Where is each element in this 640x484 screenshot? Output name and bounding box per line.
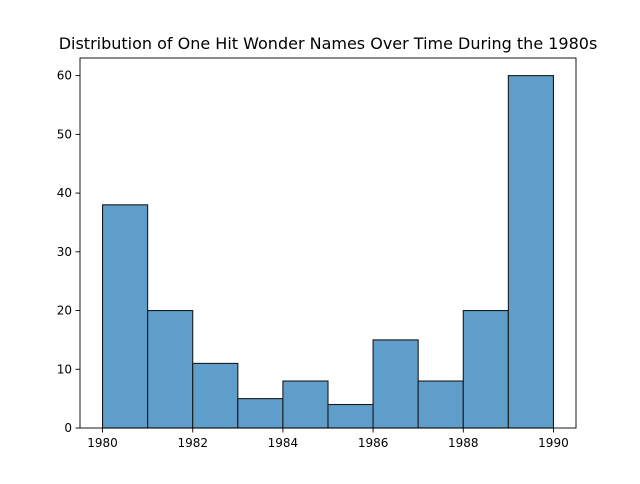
plot-frame — [79, 57, 577, 429]
histogram-bar-1985 — [327, 403, 374, 429]
y-tick-label: 50 — [57, 127, 72, 141]
histogram-bar-1981 — [147, 309, 194, 429]
y-tick-label: 30 — [57, 245, 72, 259]
histogram-bar-1983 — [237, 398, 284, 429]
x-tick-label: 1982 — [177, 436, 208, 450]
x-tick-label: 1988 — [448, 436, 479, 450]
x-tick-label: 1986 — [358, 436, 389, 450]
y-axis: 0 10 20 30 40 50 60 — [57, 69, 80, 435]
x-tick-label: 1990 — [538, 436, 569, 450]
bars-group — [101, 75, 555, 429]
histogram-bar-1980 — [101, 204, 149, 429]
y-tick-label: 60 — [57, 69, 72, 83]
histogram-bar-1988 — [462, 309, 509, 429]
x-tick-label: 1984 — [268, 436, 299, 450]
chart-title: Distribution of One Hit Wonder Names Ove… — [59, 34, 598, 53]
y-tick-label: 10 — [57, 362, 72, 376]
x-axis: 1980 1982 1984 1986 1988 1990 — [87, 428, 569, 450]
y-tick-label: 0 — [64, 421, 72, 435]
y-tick-label: 40 — [57, 186, 72, 200]
x-tick-label: 1980 — [87, 436, 118, 450]
histogram-bar-1989 — [507, 75, 555, 429]
histogram-bar-1984 — [282, 380, 329, 429]
histogram-bar-1987 — [417, 380, 464, 429]
y-tick-label: 20 — [57, 304, 72, 318]
histogram-bar-1982 — [192, 362, 239, 429]
histogram-bar-1986 — [372, 339, 419, 429]
